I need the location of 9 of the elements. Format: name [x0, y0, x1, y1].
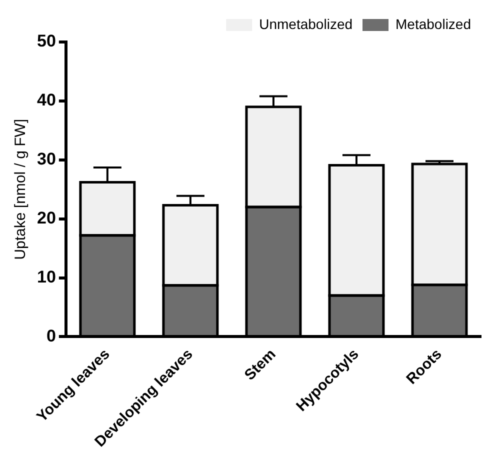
y-tick-label: 0 — [46, 326, 56, 346]
y-axis-title: Uptake [nmol / g FW] — [12, 118, 30, 260]
legend-label: Unmetabolized — [259, 16, 353, 32]
y-tick-label: 10 — [36, 267, 56, 286]
y-tick-label: 20 — [36, 208, 56, 228]
y-tick-label: 50 — [36, 32, 56, 51]
y-tick-label: 40 — [36, 90, 56, 110]
legend-label: Metabolized — [396, 16, 472, 32]
y-tick-label: 30 — [36, 150, 56, 169]
